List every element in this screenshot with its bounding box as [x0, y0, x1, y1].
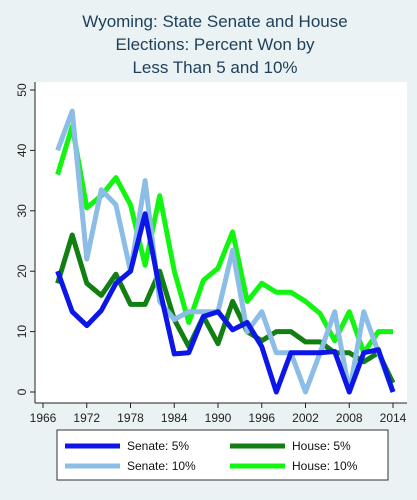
legend-label-senate-10: Senate: 10% — [127, 459, 196, 473]
series-layer — [55, 108, 396, 395]
x-tick-label: 1996 — [248, 411, 275, 425]
x-tick-label: 1966 — [30, 411, 57, 425]
y-tick-label: 10 — [15, 325, 29, 339]
x-tick-label: 1990 — [205, 411, 232, 425]
x-tick-label: 2002 — [292, 411, 319, 425]
x-tick-label: 1972 — [73, 411, 100, 425]
chart-title-line-3: Less Than 5 and 10% — [132, 58, 297, 77]
chart-title-line-1: Wyoming: State Senate and House — [82, 12, 347, 31]
series-line-senate-10 — [55, 108, 396, 395]
legend-label-senate-5: Senate: 5% — [127, 439, 189, 453]
legend-label-house-10: House: 10% — [292, 459, 358, 473]
x-tick-label: 1984 — [161, 411, 188, 425]
y-tick-label: 0 — [15, 388, 29, 395]
x-tick-label: 2008 — [336, 411, 363, 425]
y-tick-label: 40 — [15, 143, 29, 157]
chart-title-line-2: Elections: Percent Won by — [115, 35, 315, 54]
y-tick-label: 30 — [15, 204, 29, 218]
plot-area — [35, 82, 407, 403]
y-tick-label: 50 — [15, 83, 29, 97]
legend: Senate: 5% House: 5% Senate: 10% House: 10% — [65, 439, 358, 473]
axes: 0 10 20 30 40 50 1966 1972 1978 1984 1990 1996 2002 2… — [15, 82, 407, 425]
chart-title: Wyoming: State Senate and House Election… — [82, 12, 347, 77]
legend-label-house-5: House: 5% — [292, 439, 351, 453]
series-line-senate-5 — [55, 211, 396, 395]
legend-box — [56, 429, 389, 481]
x-tick-label: 1978 — [117, 411, 144, 425]
x-tick-label: 2014 — [380, 411, 407, 425]
y-tick-label: 20 — [15, 264, 29, 278]
